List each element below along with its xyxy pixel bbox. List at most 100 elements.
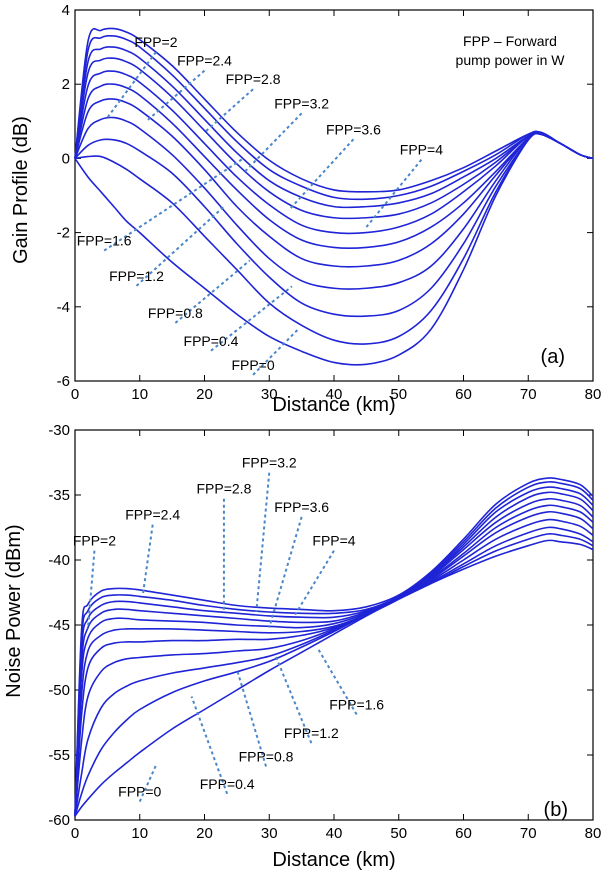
panel-b-annotation-leader — [255, 472, 271, 613]
panel-b-x-tick-label: 10 — [131, 825, 148, 842]
panel-b-series-fpp-0-4 — [74, 533, 594, 817]
panel-b-annotation-label: FPP=1.6 — [329, 697, 384, 713]
panel-b-x-tick-label: 40 — [326, 825, 343, 842]
panel-a-note-line-2: pump power in W — [456, 52, 566, 68]
panel-a-annotation-label: FPP=4 — [400, 142, 443, 158]
panel-a-annotation-leader — [145, 69, 206, 123]
panel-b-annotation-label: FPP=2 — [73, 533, 116, 549]
panel-a-annotation-label: FPP=2.4 — [177, 53, 232, 69]
panel-b-label: (b) — [544, 799, 568, 821]
panel-a-series-fpp-3-2 — [74, 46, 594, 209]
panel-a-annotation-leader — [252, 328, 300, 376]
panel-b-annotation-leader — [268, 516, 303, 628]
panel-b-annotation-label: FPP=4 — [312, 533, 355, 549]
panel-b-annotation-leader — [316, 647, 358, 716]
panel-b-y-tick-label: -60 — [48, 812, 70, 829]
panel-a-annotation-leader — [103, 157, 244, 252]
panel-b-annotation-label: FPP=0.4 — [200, 776, 255, 792]
panel-b-y-tick-label: -30 — [48, 422, 70, 439]
panel-b-annotation-leader — [138, 764, 157, 803]
panel-b-y-tick-label: -40 — [48, 552, 70, 569]
panel-a-annotation-label: FPP=3.2 — [274, 95, 329, 111]
panel-a-y-tick-label: 2 — [62, 76, 70, 93]
panel-a-x-tick-label: 70 — [520, 386, 537, 403]
panel-a-annotation-label: FPP=0.8 — [148, 305, 203, 321]
panel-a-annotation-leader — [242, 112, 303, 174]
panel-b-series-fpp-1-2 — [74, 518, 594, 817]
panel-a-x-tick-label: 80 — [585, 386, 602, 403]
panel-a-annotation-label: FPP=1.2 — [109, 268, 164, 284]
panel-a-x-tick-label: 10 — [131, 386, 148, 403]
panel-a-chart: Gain Profile (dB) Distance (km) (a) FPP … — [10, 2, 601, 416]
panel-b-annotation-leader — [235, 668, 267, 767]
panel-b-y-axis-label: Noise Power (dBm) — [3, 524, 25, 697]
panel-a-y-tick-label: -4 — [57, 299, 70, 316]
panel-b-series-fpp-0 — [74, 539, 594, 817]
panel-b-annotation-label: FPP=3.2 — [242, 455, 297, 471]
panel-a-annotation-leader — [106, 51, 157, 119]
panel-a-series-fpp-2 — [74, 83, 594, 250]
panel-a-x-tick-label: 60 — [455, 386, 472, 403]
panel-b-annotation-label: FPP=2.8 — [196, 481, 251, 497]
panel-b-annotation-leader — [86, 550, 96, 629]
panel-b-plot-frame — [74, 429, 594, 821]
panel-a-note-line-1: FPP – Forward — [463, 33, 557, 49]
panel-b-x-tick-label: 30 — [261, 825, 278, 842]
panel-b-x-tick-label: 70 — [520, 825, 537, 842]
panel-a-y-tick-label: 4 — [62, 2, 70, 19]
panel-b-chart: Noise Power (dBm) Distance (km) (b) 0 10 2… — [3, 422, 601, 871]
panel-b-annotation-label: FPP=2.4 — [125, 507, 180, 523]
panel-a-x-tick-label: 20 — [196, 386, 213, 403]
panel-a-y-tick-label: -2 — [57, 225, 70, 242]
panel-b-series-fpp-1-6 — [74, 510, 594, 817]
panel-a-series-fpp-1-2 — [74, 116, 594, 290]
panel-b-series-fpp-2-8 — [74, 491, 594, 817]
panel-b-annotation-label: FPP=0 — [118, 784, 161, 800]
panel-b-series-fpp-4 — [74, 477, 594, 817]
panel-a-y-axis-label: Gain Profile (dB) — [10, 116, 32, 264]
panel-b-annotation-leader — [141, 524, 154, 594]
panel-b-y-tick-label: -35 — [48, 487, 70, 504]
panel-b-annotation-leader — [294, 550, 335, 616]
panel-a-y-tick-label: 0 — [62, 150, 70, 167]
panel-a-series-fpp-4 — [74, 27, 594, 193]
panel-a-annotation-label: FPP=1.6 — [77, 233, 132, 249]
panel-a-x-tick-label: 50 — [390, 386, 407, 403]
panel-a-annotation-label: FPP=2 — [134, 34, 177, 50]
panel-b-series-fpp-3-6 — [74, 480, 594, 817]
panel-b-x-tick-label: 20 — [196, 825, 213, 842]
panel-a-annotation-label: FPP=0 — [231, 357, 274, 373]
panel-b-series-fpp-3-2 — [74, 486, 594, 817]
panel-a-annotation-label: FPP=2.8 — [226, 71, 281, 87]
panel-b-x-tick-label: 50 — [390, 825, 407, 842]
panel-a-annotation-leader — [174, 259, 251, 324]
panel-a-x-tick-label: 0 — [71, 386, 79, 403]
panel-a-label: (a) — [541, 346, 565, 368]
panel-a-x-axis-label: Distance (km) — [272, 394, 395, 416]
panel-a-annotation-leader — [210, 285, 293, 352]
panel-b-annotation-leader — [274, 655, 313, 744]
panel-b-series-fpp-0-8 — [74, 526, 594, 817]
panel-b-x-tick-label: 80 — [585, 825, 602, 842]
panel-b-x-axis-label: Distance (km) — [272, 849, 395, 871]
panel-a-annotation-leader — [135, 205, 225, 287]
panel-a-x-tick-label: 40 — [326, 386, 343, 403]
panel-a-annotation-label: FPP=3.6 — [326, 121, 381, 137]
panel-b-annotation-leader — [190, 696, 229, 795]
panel-a-annotation-leader — [203, 88, 254, 134]
panel-b-series-fpp-2 — [74, 504, 594, 817]
panel-b-y-tick-label: -50 — [48, 682, 70, 699]
panel-b-annotation-label: FPP=3.6 — [274, 499, 329, 515]
panel-a-annotation-label: FPP=0.4 — [184, 333, 239, 349]
panel-b-annotation-label: FPP=1.2 — [284, 725, 339, 741]
panel-b-x-tick-label: 0 — [71, 825, 79, 842]
panel-b-y-tick-label: -55 — [48, 747, 70, 764]
panel-b-x-tick-label: 60 — [455, 825, 472, 842]
panel-b-series-fpp-2-4 — [74, 497, 594, 817]
panel-a-y-tick-label: -6 — [57, 373, 70, 390]
panel-b-annotation-label: FPP=0.8 — [239, 749, 294, 765]
panel-a-series-fpp-0 — [74, 132, 594, 366]
panel-a-annotation-leader — [365, 159, 423, 228]
panel-a-annotation-leader — [287, 138, 355, 212]
